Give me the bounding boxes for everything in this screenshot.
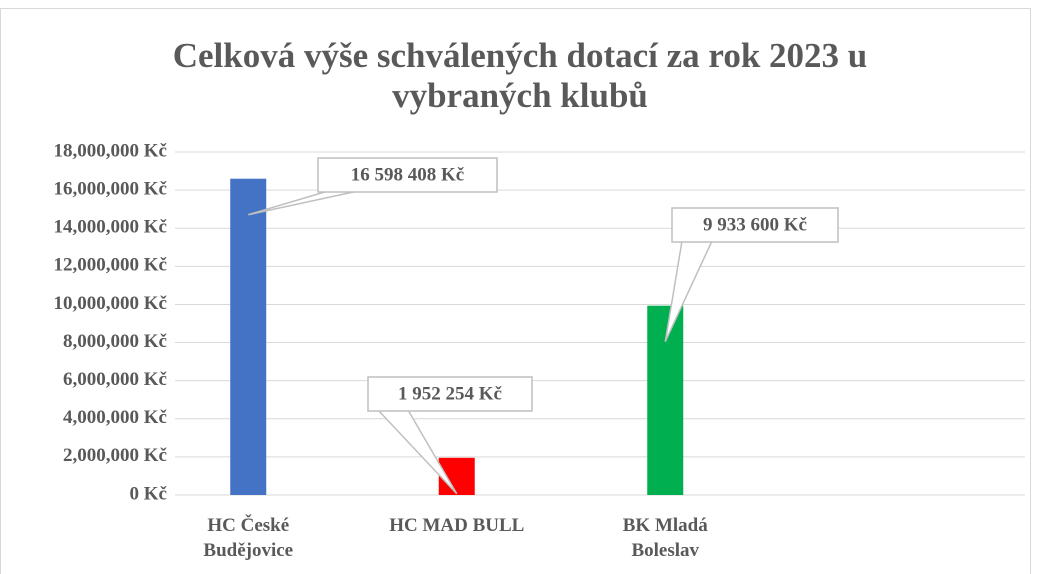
y-tick-label: 16,000,000 Kč (54, 178, 167, 199)
y-tick-label: 0 Kč (130, 483, 167, 504)
callout-box (671, 207, 839, 243)
y-tick-label: 12,000,000 Kč (54, 255, 167, 276)
y-tick-label: 6,000,000 Kč (63, 369, 167, 390)
y-tick-label: 2,000,000 Kč (63, 445, 167, 466)
chart-title: Celková výše schválených dotací za rok 2… (172, 36, 868, 115)
callout-pointer (376, 409, 458, 495)
data-label: 9 933 600 Kč (703, 214, 807, 235)
data-label: 16 598 408 Kč (351, 164, 464, 185)
callout-box (317, 157, 498, 193)
callout-pointer (664, 240, 714, 343)
x-tick-label: BK Mladá Boleslav (622, 515, 708, 561)
y-tick-label: 14,000,000 Kč (54, 217, 167, 238)
data-label: 1 952 254 Kč (398, 383, 502, 404)
x-tick-label: HC MAD BULL (389, 515, 525, 536)
x-tick-label: HC České Budějovice (203, 515, 294, 561)
y-tick-label: 18,000,000 Kč (54, 140, 167, 161)
y-tick-label: 8,000,000 Kč (63, 331, 167, 352)
bar (647, 305, 684, 495)
chart-border (0, 8, 1031, 574)
y-tick-label: 4,000,000 Kč (63, 407, 167, 428)
callout-box (367, 376, 533, 412)
bar (230, 178, 267, 495)
y-tick-label: 10,000,000 Kč (54, 293, 167, 314)
